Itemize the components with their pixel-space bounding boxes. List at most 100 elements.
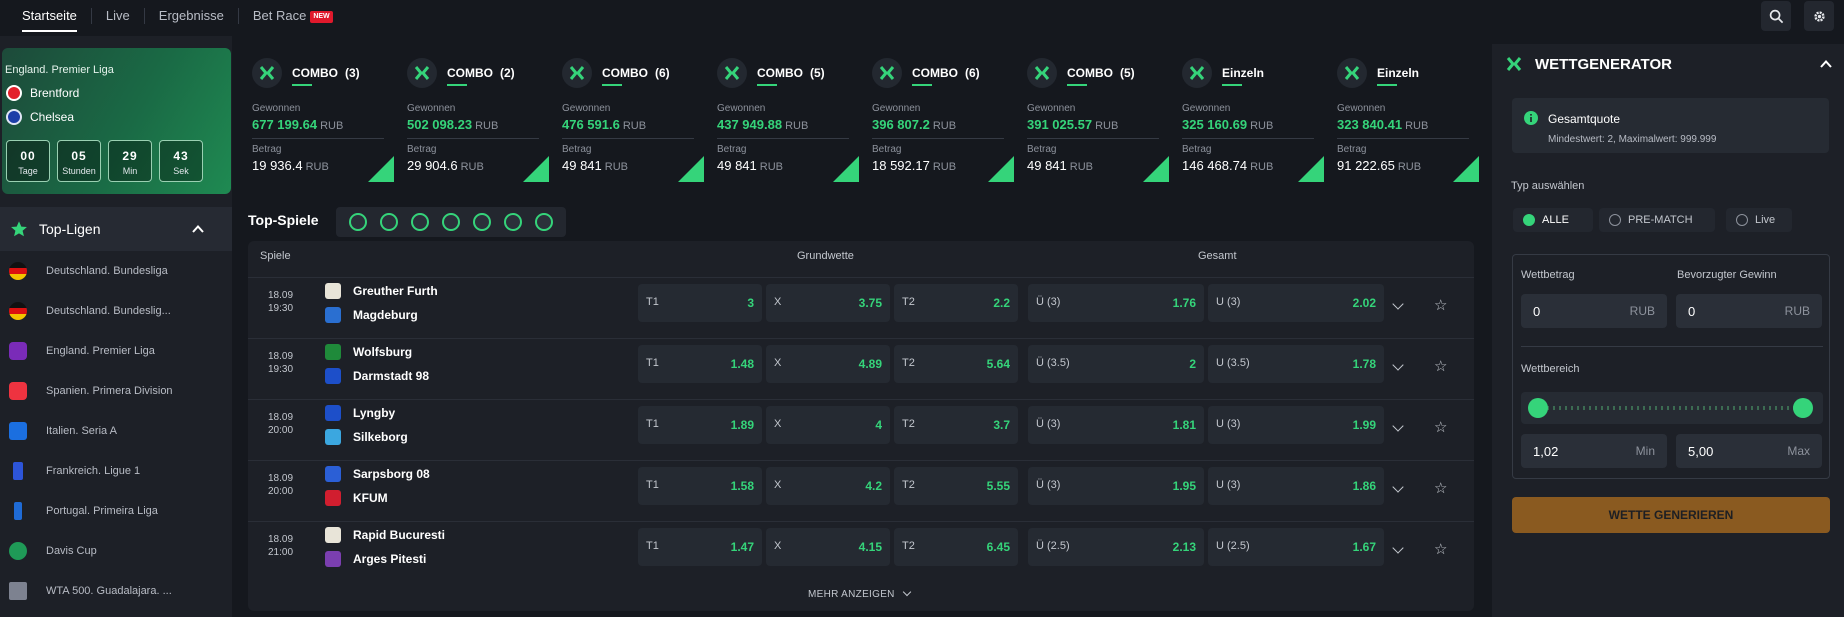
sidebar-league-premier-liga[interactable]: England. Premier Liga (0, 331, 232, 371)
max-label: Max (1787, 444, 1810, 458)
type-option-alle[interactable]: ALLE (1513, 208, 1593, 232)
odds-button[interactable]: Ü (3) 1.81 (1028, 406, 1204, 444)
odds-button[interactable]: U (3.5) 1.78 (1208, 345, 1384, 383)
nav-bet-race[interactable]: Bet Race NEW (239, 0, 347, 32)
sidebar-league-ligue-1[interactable]: Frankreich. Ligue 1 (0, 451, 232, 491)
combo-card[interactable]: Einzeln Gewonnen 325 160.69 RUB Betrag 146 46… (1182, 50, 1326, 190)
wettbetrag-input[interactable]: 0 RUB (1521, 294, 1667, 328)
team2-name: KFUM (353, 491, 388, 505)
max-value: 5,00 (1688, 444, 1714, 459)
odds-button[interactable]: T2 5.64 (894, 345, 1018, 383)
odds-button[interactable]: U (3) 1.99 (1208, 406, 1384, 444)
odds-button[interactable]: T1 1.89 (638, 406, 762, 444)
min-input[interactable]: 1,02 Min (1521, 434, 1667, 468)
hockey-icon[interactable] (411, 213, 429, 231)
combo-card[interactable]: COMBO (5) Gewonnen 391 025.57 RUB Betrag 49 84… (1027, 50, 1171, 190)
odds-button[interactable]: T2 5.55 (894, 467, 1018, 505)
range-slider[interactable] (1521, 392, 1823, 424)
favorite-star-icon[interactable]: ☆ (1434, 480, 1448, 497)
search-button[interactable] (1761, 1, 1791, 31)
combo-card[interactable]: COMBO (2) Gewonnen 502 098.23 RUB Betrag 29 90… (407, 50, 551, 190)
odds-button[interactable]: X 4.15 (766, 528, 890, 566)
favorite-star-icon[interactable]: ☆ (1434, 419, 1448, 436)
combo-card[interactable]: COMBO (6) Gewonnen 396 807.2 RUB Betrag 18 592… (872, 50, 1016, 190)
chevron-up-icon[interactable] (1819, 57, 1833, 71)
odds-button[interactable]: X 4.89 (766, 345, 890, 383)
odds-button[interactable]: Ü (3) 1.76 (1028, 284, 1204, 322)
odds-value: 1.47 (730, 540, 754, 554)
max-input[interactable]: 5,00 Max (1676, 434, 1822, 468)
sidebar-league-primera-division[interactable]: Spanien. Primera Division (0, 371, 232, 411)
odds-value: 6.45 (986, 540, 1010, 554)
combo-card[interactable]: COMBO (6) Gewonnen 476 591.6 RUB Betrag 49 841… (562, 50, 706, 190)
volleyball-icon[interactable] (473, 213, 491, 231)
match-date: 18.09 (268, 351, 294, 362)
odds-button[interactable]: T2 2.2 (894, 284, 1018, 322)
bet-label: Betrag (1027, 144, 1057, 155)
sidebar-league-primeira-liga[interactable]: Portugal. Primeira Liga (0, 491, 232, 531)
odds-button[interactable]: T2 6.45 (894, 528, 1018, 566)
combo-card[interactable]: Einzeln Gewonnen 323 840.41 RUB Betrag 91 222… (1337, 50, 1481, 190)
combo-card[interactable]: COMBO (3) Gewonnen 677 199.64 RUB Betrag 19 93… (252, 50, 396, 190)
won-label: Gewonnen (1337, 103, 1386, 114)
sidebar-league-bundesliga-2[interactable]: Deutschland. Bundeslig... (0, 291, 232, 331)
premier-league-icon (9, 342, 27, 360)
nav-startseite[interactable]: Startseite (8, 0, 91, 32)
odds-button[interactable]: T1 1.58 (638, 467, 762, 505)
basketball-icon[interactable] (442, 213, 460, 231)
odds-button[interactable]: Ü (3) 1.95 (1028, 467, 1204, 505)
sidebar-league-wta-guadalajara[interactable]: WTA 500. Guadalajara. ... (0, 571, 232, 611)
favorite-star-icon[interactable]: ☆ (1434, 358, 1448, 375)
top-ligen-header[interactable]: Top-Ligen (0, 207, 232, 251)
sport-filter-bar (336, 207, 566, 237)
favorite-star-icon[interactable]: ☆ (1434, 541, 1448, 558)
nav-ergebnisse[interactable]: Ergebnisse (158, 8, 224, 23)
sidebar-league-seria-a[interactable]: Italien. Seria A (0, 411, 232, 451)
tennis-icon[interactable] (380, 213, 398, 231)
odds-button[interactable]: T1 1.48 (638, 345, 762, 383)
type-option-live[interactable]: Live (1726, 208, 1792, 232)
favorite-star-icon[interactable]: ☆ (1434, 297, 1448, 314)
league-name: Italien. Seria A (46, 425, 117, 437)
odds-button[interactable]: T1 3 (638, 284, 762, 322)
bet-amount: 18 592.17 RUB (872, 158, 956, 173)
odds-button[interactable]: Ü (3.5) 2 (1028, 345, 1204, 383)
type-option-prematch[interactable]: PRE-MATCH (1599, 208, 1715, 232)
baseball-icon[interactable] (504, 213, 522, 231)
odds-button[interactable]: U (3) 2.02 (1208, 284, 1384, 322)
odds-label: Ü (3.5) (1036, 357, 1070, 369)
odds-button[interactable]: T1 1.47 (638, 528, 762, 566)
sidebar-league-bundesliga[interactable]: Deutschland. Bundesliga (0, 251, 232, 291)
team1-crest-icon (325, 527, 341, 543)
range-handle-max[interactable] (1793, 398, 1813, 418)
nav-live[interactable]: Live (105, 8, 130, 23)
odds-button[interactable]: U (3) 1.86 (1208, 467, 1384, 505)
odds-button[interactable]: U (2.5) 1.67 (1208, 528, 1384, 566)
featured-match-card[interactable] (2, 48, 231, 194)
combo-logo-icon (1337, 58, 1367, 88)
rugby-icon[interactable] (535, 213, 553, 231)
odds-label: T1 (646, 540, 659, 552)
odds-button[interactable]: Ü (2.5) 2.13 (1028, 528, 1204, 566)
generate-bet-button[interactable]: WETTE GENERIEREN (1512, 497, 1830, 533)
odds-button[interactable]: X 3.75 (766, 284, 890, 322)
bet-value: 49 841 (1027, 158, 1067, 173)
bet-value: 49 841 (562, 158, 602, 173)
bet-label: Betrag (1337, 144, 1367, 155)
gewinn-input[interactable]: 0 RUB (1676, 294, 1822, 328)
gewinn-value: 0 (1688, 304, 1696, 319)
range-handle-min[interactable] (1528, 398, 1548, 418)
football-icon[interactable] (349, 213, 367, 231)
odds-button[interactable]: X 4.2 (766, 467, 890, 505)
sidebar-league-davis-cup[interactable]: Davis Cup (0, 531, 232, 571)
show-more-button[interactable]: MEHR ANZEIGEN (808, 587, 912, 600)
featured-team2: Chelsea (6, 109, 74, 125)
range-track (1541, 406, 1803, 410)
odds-button[interactable]: T2 3.7 (894, 406, 1018, 444)
combo-card[interactable]: COMBO (5) Gewonnen 437 949.88 RUB Betrag 49 84… (717, 50, 861, 190)
bet-currency: RUB (604, 161, 628, 173)
combo-logo-icon (872, 58, 902, 88)
ligue-1-icon (13, 462, 23, 480)
settings-button[interactable] (1804, 1, 1834, 31)
